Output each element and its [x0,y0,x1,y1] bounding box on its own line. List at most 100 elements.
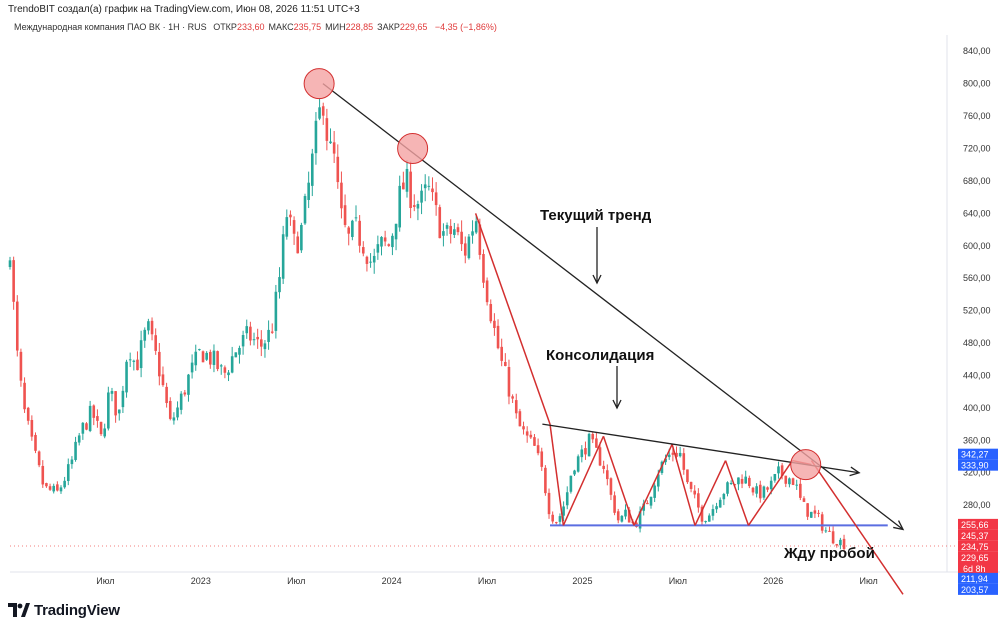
highlight-circle-2[interactable] [790,449,822,481]
candle-body [784,475,788,484]
candle-body [609,478,613,495]
highlight-circle-0[interactable] [303,68,335,100]
candle-body [828,530,831,532]
candle-body [518,411,522,427]
zigzag-segment[interactable] [694,460,727,526]
candle-body [729,483,733,485]
candle-body [616,511,620,521]
candle-body [409,171,412,208]
candle-body [201,351,205,363]
candle-body [114,391,117,416]
candle-body [573,470,576,475]
candle-body [314,120,318,154]
zigzag-segment[interactable] [633,444,673,526]
annotation-labels: Текущий тренд Консолидация Жду пробой [540,207,875,562]
tradingview-logo-icon [8,603,30,617]
candle-body [555,522,558,524]
waiting-breakout-label[interactable]: Жду пробой [783,545,875,562]
candle-body [558,516,562,522]
candle-body [489,304,493,322]
time-axis: Июл 2023 Июл 2024 Июл 2025 Июл 2026 Июл [96,576,878,586]
red-break-line[interactable] [810,460,904,595]
svg-text:245,37: 245,37 [961,531,989,541]
ohlc-values: ОТКР233,60 МАКС235,75 МИН228,85 ЗАКР229,65 [209,22,427,32]
svg-text:229,65: 229,65 [961,553,989,563]
candle-body [365,256,369,264]
candle-body [412,205,416,207]
candle-body [569,475,573,492]
candle-body [642,503,646,511]
candle-body [813,510,817,514]
candle-body [310,153,314,186]
candle-body [726,482,729,494]
candle-body [351,220,354,237]
candle-body [187,374,190,395]
candle-body [274,291,278,331]
zigzag-segment[interactable] [724,460,750,526]
candle-body [686,469,689,483]
candle-body [256,336,259,340]
grid [10,35,1000,573]
candle-body [831,531,835,544]
candle-body [372,255,376,263]
candles [8,98,846,552]
candle-body [52,485,56,492]
candle-body [606,470,609,480]
candle-body [707,515,711,522]
symbol-name: Международная компания ПАО ВК · 1Н · RUS [14,22,207,32]
zigzag-segment[interactable] [602,436,635,526]
price-tag-4: 234,75 [958,540,998,552]
candle-body [103,428,106,437]
candle-body [92,405,96,418]
candle-body [595,438,598,448]
candle-body [128,359,132,361]
candle-body [158,351,161,377]
zigzag-segment[interactable] [747,460,793,526]
candle-body [336,156,340,183]
y-tick-2: 760,00 [963,111,991,121]
ohlc-label-3: ЗАКР [377,22,400,32]
x-tick-3: 2024 [382,576,402,586]
x-tick-7: 2026 [763,576,783,586]
candle-body [839,539,842,546]
zigzag-segment[interactable] [562,435,605,526]
candle-body [547,492,551,515]
current-trend-pointer-head [592,274,602,285]
candle-body [56,484,59,491]
y-tick-9: 480,00 [963,338,991,348]
candle-body [37,451,41,466]
x-tick-0: Июл [96,576,114,586]
candle-body [795,484,798,486]
zigzag-segment[interactable] [549,423,565,526]
candle-body [656,474,660,487]
trend-arrow-head [893,520,905,531]
x-tick-5: 2025 [572,576,592,586]
candle-body [347,227,351,234]
candle-body [77,435,81,443]
candle-body [88,405,92,431]
candle-body [110,391,114,394]
current-trend-label[interactable]: Текущий тренд [540,207,652,224]
candle-body [529,434,533,438]
candle-body [493,320,496,328]
candle-body [809,511,813,518]
candle-body [63,480,66,488]
red-trend-line[interactable] [474,213,551,425]
consolidation-label[interactable]: Консолидация [546,347,654,364]
candle-body [99,421,103,435]
candle-body [270,331,274,333]
candle-body [718,499,722,508]
candle-body [576,456,580,472]
zigzag-segment[interactable] [671,444,696,526]
highlight-circle-1[interactable] [397,132,429,164]
consolidation-pointer-head [612,399,622,410]
candle-body [442,231,445,236]
candle-body [540,451,544,467]
candle-body [485,280,489,303]
candle-body [234,352,238,358]
tradingview-logo[interactable]: TradingView [8,600,120,620]
candle-body [624,509,627,517]
candle-body [602,465,605,469]
candle-body [544,467,547,494]
